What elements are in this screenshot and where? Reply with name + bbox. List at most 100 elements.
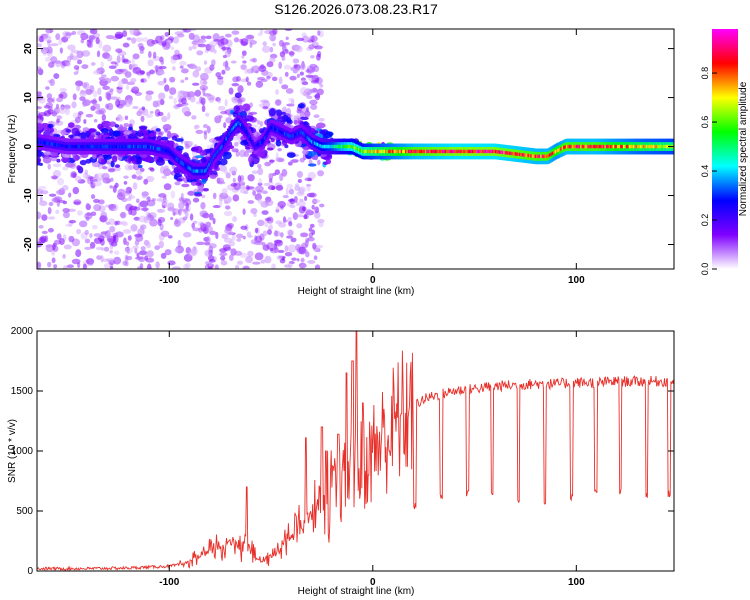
heat-ridge-core — [205, 168, 209, 172]
heat-ridge-core — [412, 149, 415, 154]
heat-speckle — [76, 228, 82, 235]
heat-ridge-core — [642, 144, 646, 149]
heat-ridge-core — [228, 131, 231, 136]
heat-speckle — [271, 186, 276, 191]
heat-cell — [155, 158, 166, 166]
heat-speckle — [53, 73, 60, 79]
heat-speckle — [284, 252, 293, 257]
heat-ridge-core — [241, 124, 244, 129]
heat-speckle — [159, 99, 165, 106]
heat-speckle — [282, 219, 288, 223]
heat-speckle — [56, 115, 63, 120]
heat-speckle — [125, 241, 130, 246]
heat-speckle — [260, 259, 266, 264]
heat-speckle — [122, 229, 132, 234]
heat-ridge-core — [521, 153, 525, 157]
heat-ridge-core — [557, 148, 561, 152]
heat-ridge-core — [47, 141, 50, 146]
heat-cell — [162, 123, 172, 131]
heat-speckle — [306, 208, 312, 215]
heat-speckle — [282, 194, 289, 199]
heat-speckle — [147, 213, 152, 218]
heat-ridge-core — [131, 144, 135, 149]
heat-ridge-core — [555, 149, 559, 153]
heat-speckle — [231, 234, 236, 241]
heat-ridge-core — [63, 144, 66, 148]
heat-speckle — [50, 175, 59, 180]
heat-speckle — [143, 216, 149, 224]
heat-speckle — [145, 90, 154, 95]
heat-speckle — [46, 93, 53, 100]
heat-speckle — [275, 89, 279, 95]
heat-speckle — [299, 87, 308, 96]
heat-speckle — [145, 257, 155, 263]
heat-ridge-core — [242, 126, 246, 130]
heat-speckle — [161, 175, 167, 179]
heat-speckle — [146, 199, 156, 207]
heat-speckle — [202, 80, 208, 85]
heat-ridge-core — [347, 144, 351, 149]
heat-speckle — [66, 264, 74, 269]
heat-ridge-core — [433, 149, 437, 154]
heat-speckle — [53, 196, 63, 203]
heat-ridge-core — [94, 144, 98, 149]
heat-speckle — [189, 213, 194, 221]
heat-ridge-core — [652, 144, 656, 149]
heat-ridge-core — [90, 144, 93, 149]
heat-speckle — [89, 176, 94, 185]
heat-cell — [233, 105, 240, 112]
heat-speckle — [247, 200, 255, 204]
heat-cell — [245, 149, 254, 153]
heat-ridge-core — [75, 144, 79, 149]
heat-speckle — [50, 56, 58, 63]
heat-cell — [155, 128, 161, 132]
heat-speckle — [145, 113, 154, 118]
heat-cell — [176, 178, 183, 182]
heat-speckle — [228, 254, 234, 261]
heat-speckle — [40, 46, 49, 54]
heat-ridge-core — [81, 144, 85, 149]
heat-ridge-core — [466, 149, 469, 154]
heat-speckle — [159, 71, 166, 75]
heat-ridge-core — [508, 151, 512, 155]
heat-speckle — [75, 249, 82, 258]
heat-speckle — [38, 225, 44, 229]
heat-speckle — [52, 243, 56, 251]
heat-speckle — [68, 192, 72, 198]
heat-ridge-core — [449, 149, 452, 154]
heat-ridge-core — [357, 147, 361, 152]
heat-speckle — [281, 106, 288, 114]
heat-speckle — [63, 265, 69, 269]
heat-cell — [245, 146, 251, 150]
heat-cell — [65, 129, 72, 133]
heat-ridge-core — [470, 149, 474, 154]
heat-ridge-core — [278, 129, 281, 133]
heat-speckle — [89, 241, 96, 249]
heat-ridge-core — [645, 144, 649, 149]
heat-ridge-core — [437, 149, 441, 154]
heat-cell — [97, 123, 104, 130]
heat-speckle — [289, 159, 299, 163]
heat-cell — [114, 164, 121, 168]
heat-ridge-core — [218, 148, 221, 152]
heat-ridge-core — [239, 123, 243, 127]
heat-speckle — [112, 234, 117, 243]
heat-speckle — [222, 244, 231, 251]
heat-ridge-core — [490, 149, 494, 154]
heat-ridge-core — [600, 144, 603, 149]
heat-speckle — [161, 115, 168, 123]
heat-ridge-core — [454, 149, 458, 154]
heat-speckle — [278, 39, 284, 47]
figure-title: S126.2026.073.08.23.R17 — [274, 1, 438, 17]
heat-cell — [209, 170, 218, 176]
heat-ridge-core — [167, 149, 170, 153]
heat-speckle — [41, 214, 48, 221]
heat-speckle — [230, 60, 237, 64]
heat-ridge-core — [487, 149, 491, 154]
heat-speckle — [272, 42, 276, 47]
heat-speckle — [157, 208, 163, 213]
heat-speckle — [305, 106, 309, 112]
heat-ridge-core — [117, 144, 120, 149]
heat-speckle — [84, 212, 93, 220]
heat-speckle — [237, 175, 242, 183]
